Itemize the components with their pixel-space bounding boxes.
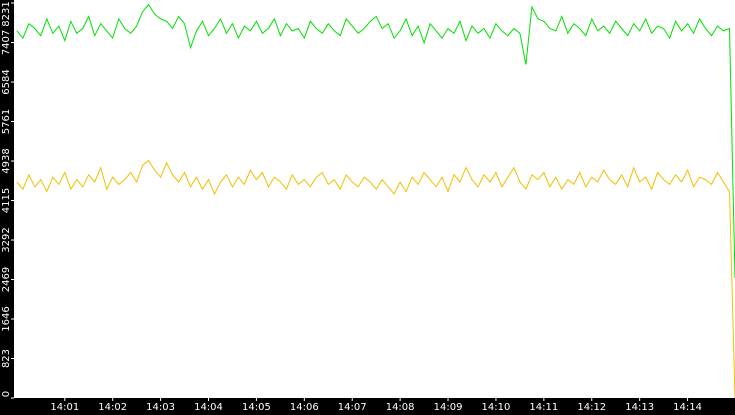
- x-tick-label: 14:04: [194, 402, 223, 413]
- x-tick-label: 14:13: [625, 402, 654, 413]
- x-tick-label: 14:05: [242, 402, 271, 413]
- y-tick-label: 3292: [1, 227, 12, 252]
- x-tick-label: 14:12: [577, 402, 606, 413]
- y-tick-label: 4115: [1, 188, 12, 213]
- series-line: [16, 159, 735, 399]
- y-tick-label: 2469: [1, 267, 12, 292]
- y-tick-label: 823: [1, 349, 12, 368]
- y-tick-label: 0: [1, 391, 12, 397]
- x-tick-label: 14:07: [338, 402, 367, 413]
- y-tick-label: 5761: [1, 109, 12, 134]
- y-tick-label: 1646: [1, 306, 12, 331]
- x-axis-bar: [0, 398, 735, 415]
- y-tick-label: 4938: [1, 148, 12, 173]
- series-line: [16, 3, 735, 279]
- y-tick-label: 7407: [1, 30, 12, 55]
- x-tick-label: 14:09: [434, 402, 463, 413]
- y-axis-bar: [0, 0, 14, 415]
- y-tick-label: 8231: [1, 1, 12, 26]
- x-tick-label: 14:06: [290, 402, 319, 413]
- x-tick-label: 14:03: [146, 402, 175, 413]
- x-tick-label: 14:08: [386, 402, 415, 413]
- x-tick-label: 14:01: [50, 402, 79, 413]
- x-tick-label: 14:10: [482, 402, 511, 413]
- x-tick-label: 14:11: [529, 402, 558, 413]
- x-tick-label: 14:02: [98, 402, 127, 413]
- x-tick-label: 14:14: [673, 402, 702, 413]
- y-tick-label: 6584: [1, 69, 12, 94]
